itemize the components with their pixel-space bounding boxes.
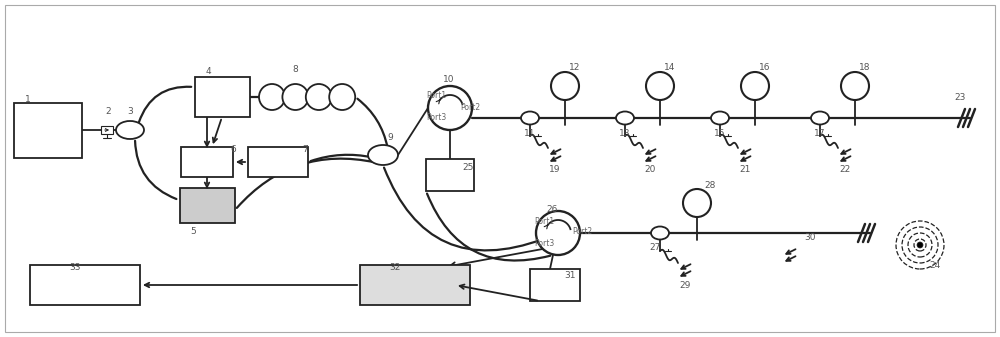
Circle shape — [841, 72, 869, 100]
Bar — [101, 126, 113, 134]
Bar — [360, 265, 470, 305]
Text: 25: 25 — [462, 163, 474, 173]
Text: 24: 24 — [929, 261, 941, 270]
Text: Port2: Port2 — [460, 102, 480, 112]
Text: 20: 20 — [644, 165, 656, 175]
Text: 32: 32 — [389, 264, 401, 273]
Text: 18: 18 — [859, 63, 871, 72]
Bar — [194, 77, 250, 117]
Text: 17: 17 — [814, 128, 826, 137]
Text: 8: 8 — [292, 65, 298, 74]
Circle shape — [741, 72, 769, 100]
Text: 33: 33 — [69, 264, 81, 273]
Text: Port3: Port3 — [426, 114, 446, 123]
Text: Port2: Port2 — [572, 227, 592, 237]
Text: 26: 26 — [546, 206, 558, 214]
Text: 7: 7 — [302, 146, 308, 154]
Text: 21: 21 — [739, 165, 751, 175]
Bar — [248, 147, 308, 177]
Ellipse shape — [651, 226, 669, 240]
Circle shape — [259, 84, 285, 110]
Circle shape — [683, 189, 711, 217]
Circle shape — [306, 84, 332, 110]
Circle shape — [329, 84, 355, 110]
Circle shape — [646, 72, 674, 100]
Bar — [530, 269, 580, 301]
Text: Port3: Port3 — [534, 239, 554, 247]
Text: 4: 4 — [205, 67, 211, 76]
Text: Port1: Port1 — [534, 217, 554, 226]
Bar — [14, 102, 82, 157]
Circle shape — [536, 211, 580, 255]
Circle shape — [282, 84, 308, 110]
Text: 11: 11 — [524, 128, 536, 137]
Ellipse shape — [521, 112, 539, 124]
Ellipse shape — [116, 121, 144, 139]
Text: 10: 10 — [443, 75, 455, 85]
Text: 19: 19 — [549, 165, 561, 175]
Bar — [30, 265, 140, 305]
Text: 12: 12 — [569, 63, 581, 72]
Text: Port1: Port1 — [426, 91, 446, 99]
Text: 22: 22 — [839, 165, 851, 175]
Text: 1: 1 — [25, 95, 31, 104]
Ellipse shape — [811, 112, 829, 124]
Ellipse shape — [711, 112, 729, 124]
Ellipse shape — [368, 145, 398, 165]
Bar — [180, 187, 234, 222]
Text: 14: 14 — [664, 63, 676, 72]
Text: 9: 9 — [387, 133, 393, 143]
Text: 3: 3 — [127, 108, 133, 117]
Bar — [181, 147, 233, 177]
Text: 23: 23 — [954, 93, 966, 102]
Text: 6: 6 — [230, 146, 236, 154]
Text: 2: 2 — [105, 108, 111, 117]
Circle shape — [551, 72, 579, 100]
Text: 15: 15 — [714, 128, 726, 137]
Circle shape — [917, 242, 923, 248]
Text: 27: 27 — [649, 244, 661, 252]
Circle shape — [428, 86, 472, 130]
Text: 13: 13 — [619, 128, 631, 137]
Text: 16: 16 — [759, 63, 771, 72]
Text: 28: 28 — [704, 181, 716, 189]
Text: 29: 29 — [679, 280, 691, 289]
Text: 30: 30 — [804, 234, 816, 243]
Text: 31: 31 — [564, 271, 576, 279]
Ellipse shape — [616, 112, 634, 124]
Bar — [426, 159, 474, 191]
Text: 5: 5 — [190, 227, 196, 237]
